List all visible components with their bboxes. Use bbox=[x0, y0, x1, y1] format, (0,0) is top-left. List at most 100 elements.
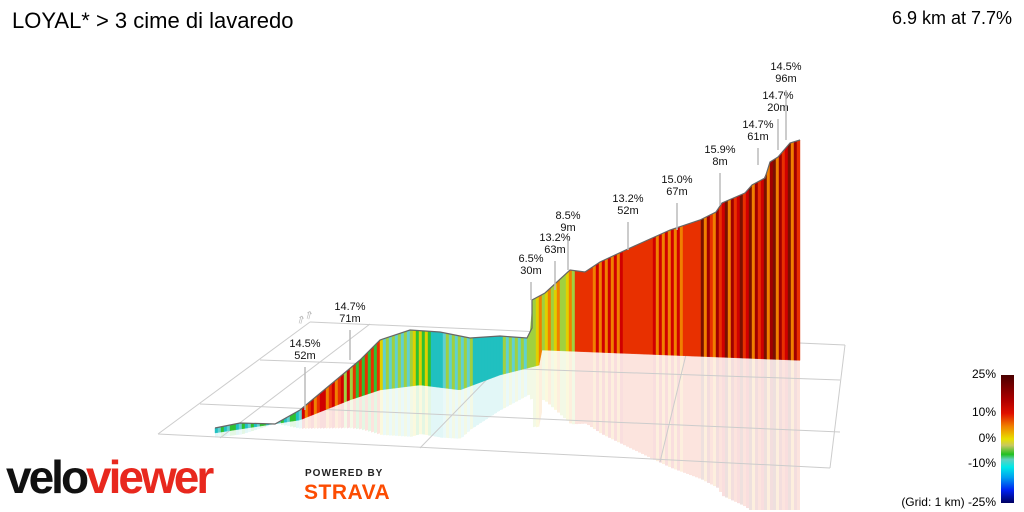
reflection-stripe bbox=[236, 429, 239, 436]
reflection-stripe bbox=[263, 425, 266, 428]
profile-stripe bbox=[622, 249, 627, 354]
profile-stripe bbox=[454, 334, 459, 390]
reflection-stripe bbox=[248, 427, 251, 433]
reflection-stripe bbox=[497, 375, 500, 413]
profile-stripe bbox=[589, 266, 594, 353]
profile-stripe bbox=[739, 193, 744, 359]
profile-stripe bbox=[763, 171, 768, 360]
reflection-stripe bbox=[605, 352, 608, 437]
profile-stripe bbox=[379, 338, 384, 391]
reflection-stripe bbox=[662, 354, 665, 465]
reflection-stripe bbox=[485, 379, 488, 420]
annotation-length: 30m bbox=[520, 265, 541, 277]
profile-stripe bbox=[535, 295, 540, 367]
profile-stripe bbox=[691, 221, 696, 357]
profile-stripe bbox=[757, 179, 762, 360]
annotation-grade: 14.7% bbox=[742, 119, 773, 131]
profile-stripe bbox=[568, 270, 573, 352]
reflection-stripe bbox=[251, 427, 254, 432]
reflection-stripe bbox=[458, 389, 461, 439]
profile-stripe bbox=[334, 377, 339, 407]
reflection-stripe bbox=[290, 421, 293, 427]
profile-stripe bbox=[385, 336, 390, 390]
veloviewer-logo[interactable]: veloviewer bbox=[6, 451, 214, 503]
profile-stripe bbox=[484, 336, 489, 381]
reflection-stripe bbox=[401, 387, 404, 437]
reflection-stripe bbox=[656, 354, 659, 462]
profile-stripe bbox=[775, 155, 780, 360]
reflection-stripe bbox=[299, 419, 302, 429]
profile-stripe bbox=[697, 219, 702, 357]
profile-stripe bbox=[604, 257, 609, 353]
profile-stripe bbox=[793, 140, 798, 361]
reflection-stripe bbox=[311, 414, 314, 429]
reflection-stripe bbox=[491, 377, 494, 416]
profile-stripe bbox=[613, 253, 618, 354]
profile-stripe bbox=[508, 336, 513, 374]
profile-stripe bbox=[475, 337, 480, 385]
reflection-stripe bbox=[710, 356, 713, 485]
profile-stripe bbox=[706, 214, 711, 358]
profile-stripe bbox=[769, 159, 774, 360]
segment-title: LOYAL* > 3 cime di lavaredo bbox=[12, 8, 294, 33]
reflection-stripe bbox=[509, 372, 512, 406]
profile-stripe bbox=[469, 337, 474, 387]
reflection-stripe bbox=[410, 385, 413, 437]
reflection-stripe bbox=[320, 410, 323, 429]
reflection-stripe bbox=[296, 420, 299, 429]
profile-stripe bbox=[790, 141, 795, 361]
profile-ribbon bbox=[214, 139, 801, 434]
profile-stripe bbox=[325, 385, 330, 410]
profile-stripe bbox=[487, 336, 492, 380]
legend-low: -10% bbox=[967, 456, 996, 470]
strava-logo[interactable]: STRAVA bbox=[304, 481, 391, 504]
profile-stripe bbox=[394, 333, 399, 389]
profile-stripe bbox=[532, 297, 537, 368]
reflection-stripe bbox=[626, 353, 629, 447]
profile-stripe bbox=[730, 197, 735, 358]
reflection-stripe bbox=[257, 426, 260, 430]
profile-stripe bbox=[388, 335, 393, 390]
reflection-stripe bbox=[443, 387, 446, 438]
profile-stripe bbox=[577, 270, 582, 352]
profile-stripe bbox=[784, 144, 789, 361]
profile-stripe bbox=[370, 345, 375, 394]
profile-stripe bbox=[727, 198, 732, 358]
reflection-stripe bbox=[527, 367, 530, 396]
profile-stripe bbox=[760, 178, 765, 360]
profile-stripe bbox=[553, 281, 558, 351]
profile-stripe bbox=[403, 330, 408, 388]
profile-stripe bbox=[346, 367, 351, 402]
profile-stripe bbox=[715, 206, 720, 358]
reflection-stripe bbox=[341, 402, 344, 429]
reflection-stripe bbox=[284, 421, 287, 426]
reflection-stripe bbox=[644, 354, 647, 456]
annotation-length: 52m bbox=[617, 205, 638, 217]
reflection-stripe bbox=[500, 374, 503, 411]
profile-stripe bbox=[712, 211, 717, 358]
reflection-stripe bbox=[755, 358, 758, 510]
reflection-stripe bbox=[374, 391, 377, 434]
profile-stripe bbox=[721, 201, 726, 358]
annotation-length: 52m bbox=[294, 350, 315, 362]
reflection-stripe bbox=[332, 406, 335, 429]
profile-stripe bbox=[652, 235, 657, 355]
annotation-grade: 6.5% bbox=[518, 253, 543, 265]
reflection-stripe bbox=[608, 352, 611, 438]
reflection-stripe bbox=[611, 352, 614, 440]
profile-stripe bbox=[505, 336, 510, 374]
profile-stripe bbox=[439, 331, 444, 389]
reflection-stripe bbox=[287, 421, 290, 427]
reflection-stripe bbox=[761, 358, 764, 510]
reflection-stripe bbox=[365, 394, 368, 431]
profile-stripe bbox=[583, 270, 588, 353]
reflection-stripe bbox=[683, 355, 686, 473]
profile-stripe bbox=[319, 390, 324, 413]
annotation-length: 63m bbox=[544, 244, 565, 256]
reflection-stripe bbox=[629, 353, 632, 449]
profile-stripe bbox=[511, 336, 516, 373]
annotation-grade: 14.5% bbox=[289, 338, 320, 350]
annotation-grade: 14.7% bbox=[334, 301, 365, 313]
reflection-stripe bbox=[362, 395, 365, 431]
profile-stripe bbox=[550, 284, 555, 351]
